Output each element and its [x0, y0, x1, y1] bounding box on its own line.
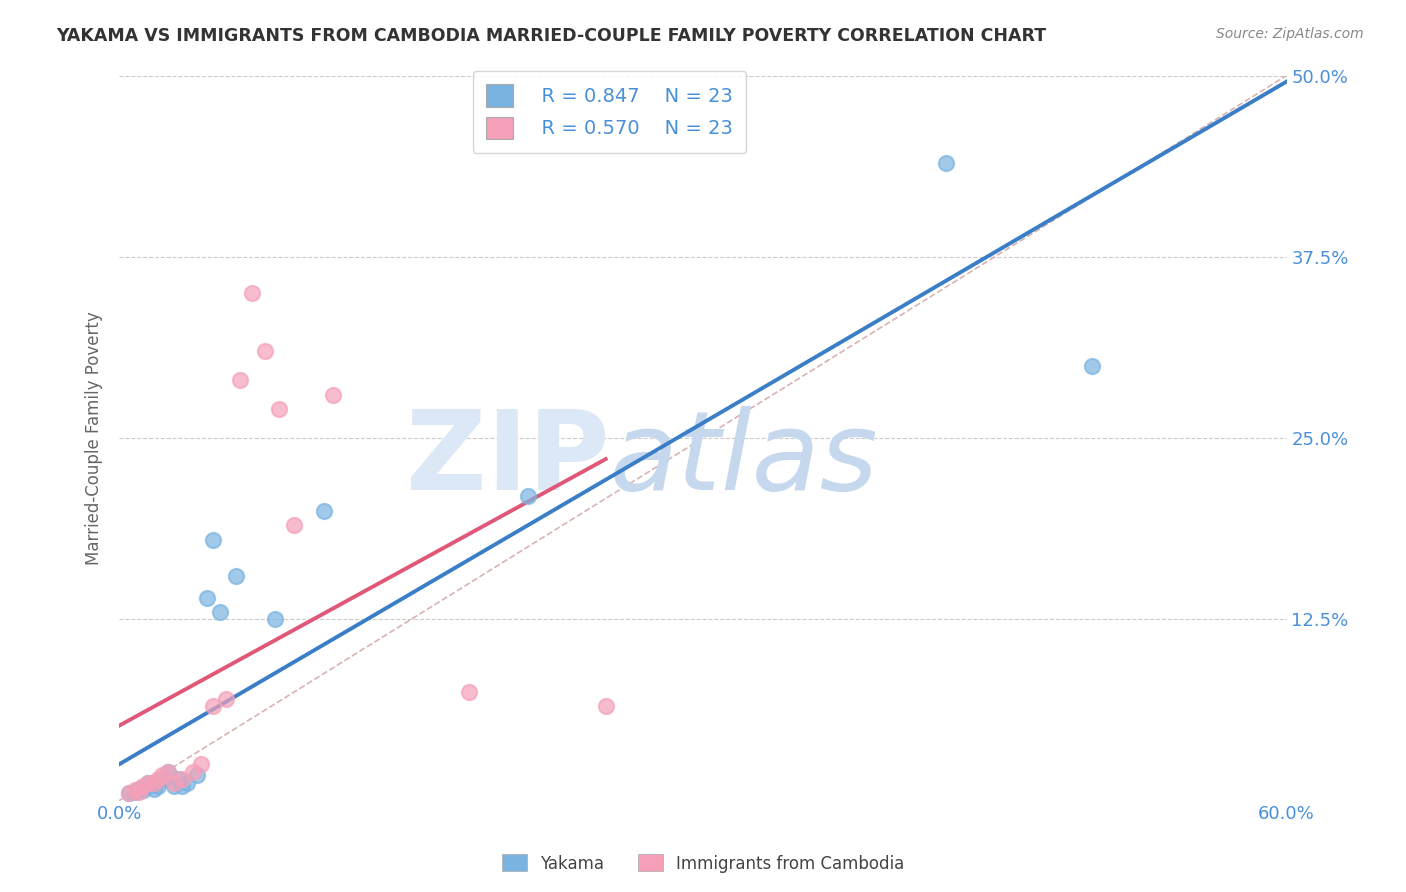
Point: [935, 155, 957, 169]
Point: [131, 783, 153, 797]
Point: [150, 772, 173, 786]
Point: [229, 373, 252, 387]
Point: [201, 533, 224, 547]
Point: [143, 782, 166, 797]
Point: [166, 772, 188, 786]
Point: [156, 764, 179, 779]
Point: [156, 764, 179, 779]
Point: [163, 779, 186, 793]
Point: [516, 489, 538, 503]
Point: [195, 591, 218, 605]
Text: YAKAMA VS IMMIGRANTS FROM CAMBODIA MARRIED-COUPLE FAMILY POVERTY CORRELATION CHA: YAKAMA VS IMMIGRANTS FROM CAMBODIA MARRI…: [56, 27, 1046, 45]
Point: [148, 772, 170, 786]
Point: [312, 503, 335, 517]
Point: [170, 772, 193, 786]
Point: [283, 518, 305, 533]
Point: [124, 783, 146, 797]
Point: [170, 779, 193, 793]
Point: [148, 779, 170, 793]
Point: [190, 757, 212, 772]
Point: [458, 685, 481, 699]
Point: [163, 776, 186, 790]
Point: [138, 776, 160, 790]
Point: [131, 779, 153, 793]
Point: [176, 776, 198, 790]
Point: [138, 776, 160, 790]
Text: atlas: atlas: [610, 407, 879, 513]
Point: [186, 767, 208, 781]
Legend:   R = 0.847    N = 23,   R = 0.570    N = 23: R = 0.847 N = 23, R = 0.570 N = 23: [472, 70, 747, 153]
Legend: Yakama, Immigrants from Cambodia: Yakama, Immigrants from Cambodia: [495, 847, 911, 880]
Point: [322, 387, 344, 401]
Point: [118, 786, 141, 800]
Point: [124, 785, 146, 799]
Point: [225, 569, 247, 583]
Text: Source: ZipAtlas.com: Source: ZipAtlas.com: [1216, 27, 1364, 41]
Point: [240, 286, 263, 301]
Point: [128, 785, 150, 799]
Point: [267, 402, 290, 417]
Point: [118, 786, 141, 800]
Point: [254, 344, 277, 359]
Point: [201, 699, 224, 714]
Text: ZIP: ZIP: [406, 407, 610, 513]
Point: [150, 767, 173, 781]
Point: [143, 776, 166, 790]
Y-axis label: Married-Couple Family Poverty: Married-Couple Family Poverty: [86, 311, 103, 565]
Point: [138, 779, 160, 793]
Point: [181, 764, 204, 779]
Point: [264, 612, 287, 626]
Point: [595, 699, 617, 714]
Point: [209, 605, 232, 619]
Point: [215, 692, 238, 706]
Point: [1081, 359, 1104, 373]
Point: [128, 782, 150, 797]
